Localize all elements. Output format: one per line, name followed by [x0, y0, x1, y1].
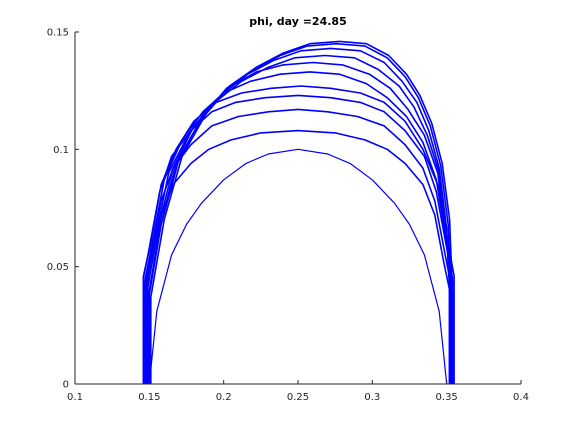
series-line-11 — [150, 40, 454, 384]
x-tick-label: 0.4 — [513, 392, 529, 403]
series-line-7 — [145, 61, 451, 384]
axes-layer: 0.1 0.15 0.2 0.25 0.3 0.35 0.4 0 0.05 0.1 0.15 — [47, 28, 529, 404]
y-tick-label: 0.15 — [47, 28, 69, 39]
series-line-1 — [148, 148, 448, 385]
x-tick-label: 0.25 — [287, 392, 309, 403]
y-tick-label: 0 — [63, 380, 69, 391]
series-line-3 — [144, 108, 452, 384]
series-layer — [142, 40, 455, 385]
x-tick-label: 0.15 — [138, 392, 160, 403]
chart-title: phi, day =24.85 — [249, 15, 346, 28]
x-tick-label: 0.35 — [436, 392, 458, 403]
y-tick-label: 0.05 — [47, 262, 69, 273]
y-tick-label: 0.1 — [53, 145, 69, 156]
x-tick-label: 0.2 — [216, 392, 232, 403]
x-tick-label: 0.3 — [364, 392, 380, 403]
series-line-6 — [144, 71, 452, 384]
x-tick-label: 0.1 — [67, 392, 83, 403]
series-line-10 — [148, 42, 452, 384]
series-line-9 — [148, 47, 451, 384]
